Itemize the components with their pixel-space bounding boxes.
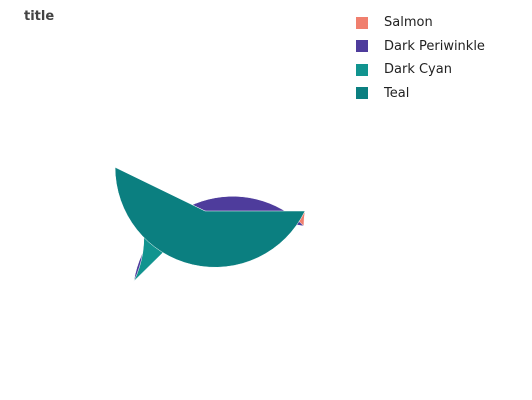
legend-item-dark-periwinkle: Dark Periwinkle [356,35,485,59]
legend-swatch-teal [356,87,368,100]
pie-slices [114,166,306,282]
pie-slice-teal [114,166,306,268]
legend-item-teal: Teal [356,82,485,106]
legend-swatch-dark-cyan [356,63,368,76]
legend-item-dark-cyan: Dark Cyan [356,58,485,82]
legend-label-salmon: Salmon [384,15,433,31]
legend-label-dark-cyan: Dark Cyan [384,62,452,78]
chart-title: title [24,9,55,24]
legend-swatch-salmon [356,16,368,29]
legend-label-dark-periwinkle: Dark Periwinkle [384,38,485,54]
legend-swatch-dark-periwinkle [356,40,368,53]
legend-label-teal: Teal [384,85,410,101]
legend-item-salmon: Salmon [356,11,485,35]
legend: Salmon Dark Periwinkle Dark Cyan Teal [356,11,485,105]
